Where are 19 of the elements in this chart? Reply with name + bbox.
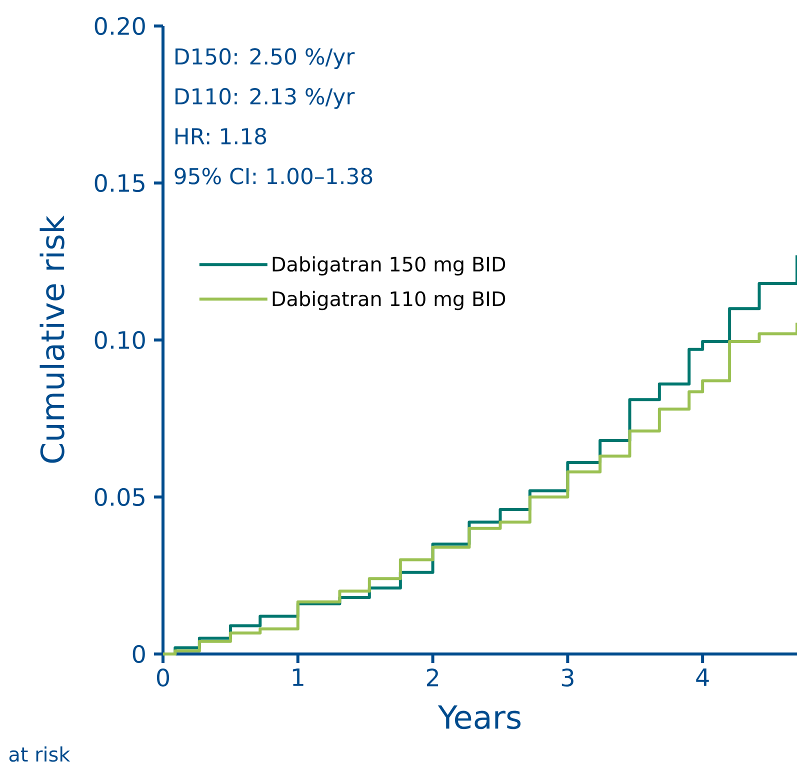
x-tick-label: 2 <box>426 668 438 686</box>
y-tick-label: 0.05 <box>94 488 144 506</box>
x-tick-label: 4 <box>696 668 709 686</box>
x-tick-label: 1 <box>292 668 304 686</box>
y-tick-label: 0.20 <box>94 16 145 36</box>
annotation: D150: 2.50 %/yr <box>176 48 355 69</box>
text: at risk <box>9 746 70 762</box>
y-tick-label: 0.15 <box>94 174 144 192</box>
annotation: 95% CI: 1.00–1.38 <box>174 168 372 184</box>
annotation: HR: 1.18 <box>176 128 266 144</box>
y-axis-title: Cumulative risk <box>40 216 64 463</box>
y-tick-label: 0.10 <box>94 330 145 350</box>
legend-label: Dabigatran 150 mg BID <box>272 256 506 276</box>
x-tick-label: 3 <box>562 668 574 687</box>
x-tick-label: 0 <box>156 668 170 687</box>
legend-label: Dabigatran 110 mg BID <box>272 290 506 310</box>
x-axis-title: Years <box>438 705 521 730</box>
annotation: D110: 2.13 %/yr <box>176 88 355 109</box>
y-tick-label: 0 <box>132 644 145 664</box>
